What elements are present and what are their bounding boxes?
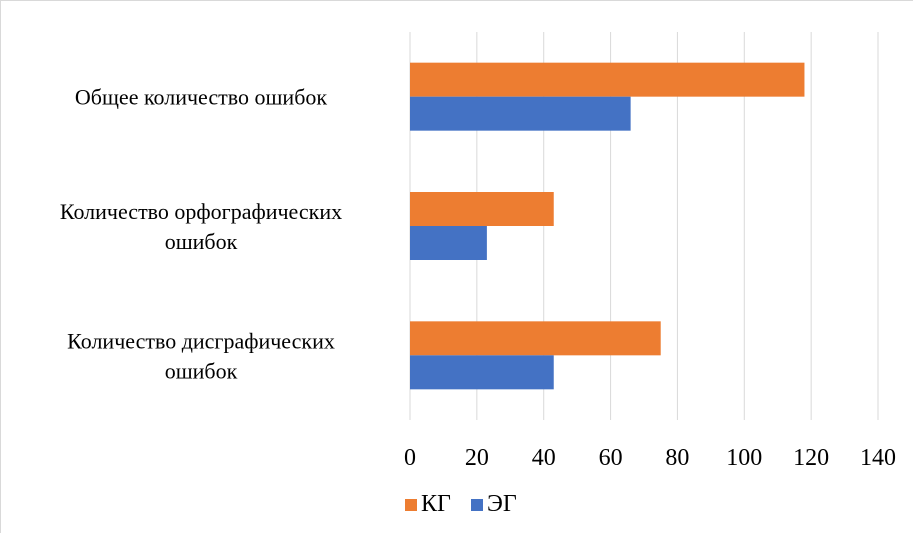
- bar-КГ-0: [410, 62, 805, 97]
- legend-label: КГ: [421, 491, 451, 517]
- bar-ЭГ-1: [410, 226, 487, 260]
- x-tick-label: 0: [404, 445, 416, 471]
- x-tick-label: 120: [793, 445, 829, 471]
- x-tick-label: 80: [665, 445, 689, 471]
- bar-КГ-1: [410, 192, 554, 226]
- x-tick-label: 40: [532, 445, 556, 471]
- x-tick-label: 100: [726, 445, 762, 471]
- category-label: ошибок: [165, 358, 238, 383]
- category-label: Количество орфографических: [60, 199, 342, 224]
- x-axis-ticks: 0 20 40 60 80 100 120 140: [404, 445, 896, 471]
- x-tick-label: 20: [465, 445, 489, 471]
- legend-swatch: [405, 499, 417, 511]
- category-label: Общее количество ошибок: [75, 85, 327, 110]
- category-label: Количество дисграфических: [67, 328, 335, 353]
- legend: КГ ЭГ: [405, 491, 517, 517]
- legend-label: ЭГ: [487, 491, 517, 517]
- category-labels: Общее количество ошибок Количество орфогр…: [60, 85, 342, 384]
- category-label: ошибок: [165, 229, 238, 254]
- bar-ЭГ-2: [410, 355, 554, 390]
- bar-ЭГ-0: [410, 96, 631, 131]
- bar-КГ-2: [410, 321, 661, 356]
- x-tick-label: 60: [599, 445, 623, 471]
- bars: [410, 62, 805, 390]
- legend-swatch: [471, 499, 483, 511]
- x-tick-label: 140: [860, 445, 896, 471]
